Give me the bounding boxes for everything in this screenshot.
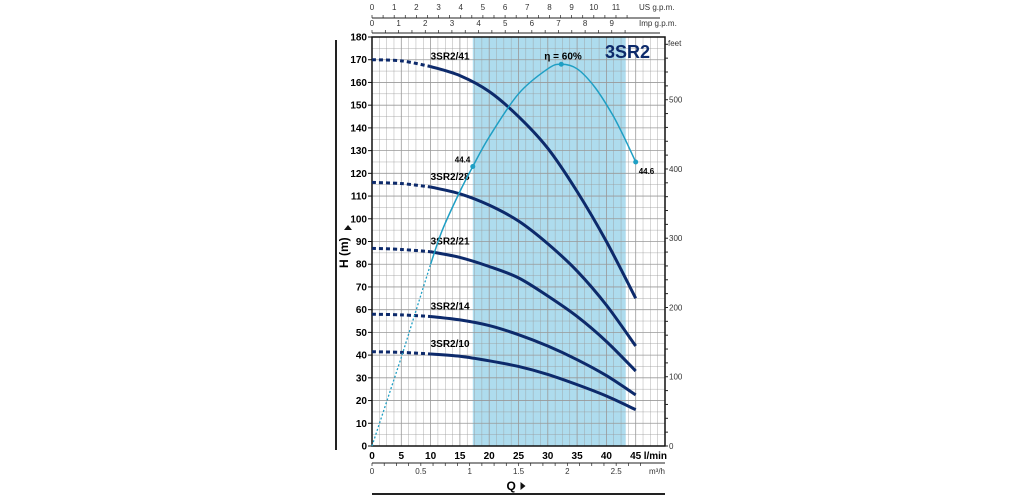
y-tick-label: 120: [350, 169, 367, 180]
y-tick-label: 40: [356, 351, 368, 362]
pump-curve-dashed: [371, 350, 431, 356]
arrow-up-icon: [344, 225, 352, 230]
feet-tick-label: 100: [669, 373, 683, 382]
y-tick-label: 80: [356, 260, 368, 271]
m3h-tick-label: 1: [467, 467, 472, 476]
efficiency-marker: [633, 159, 639, 165]
y-tick-label: 170: [350, 55, 367, 66]
feet-unit-label: feet: [668, 39, 682, 48]
m3h-unit-label: m³/h: [649, 467, 665, 476]
pump-curve-dashed: [371, 180, 431, 189]
efficiency-marker-label: 44.4: [455, 156, 471, 165]
imp-gpm-tick-label: 6: [530, 19, 535, 28]
x-tick-label: 40: [601, 451, 613, 462]
us-gpm-tick-label: 8: [547, 3, 552, 12]
m3h-tick-label: 1.5: [513, 467, 525, 476]
us-gpm-tick-label: 5: [481, 3, 486, 12]
pump-curve: [430, 185, 637, 347]
pump-curve-dashed: [371, 312, 431, 318]
imp-gpm-tick-label: 5: [503, 19, 508, 28]
y-tick-label: 100: [350, 214, 367, 225]
y-tick-label: 70: [356, 282, 368, 293]
y-axis-label: H (m): [337, 237, 351, 268]
efficiency-marker: [470, 164, 476, 170]
us-gpm-tick-label: 0: [370, 3, 375, 12]
us-gpm-tick-label: 7: [525, 3, 530, 12]
imp-gpm-tick-label: 3: [450, 19, 455, 28]
m3h-tick-label: 0.5: [415, 467, 427, 476]
m3h-tick-label: 2.5: [611, 467, 623, 476]
chart-title: 3SR2: [605, 42, 650, 62]
x-tick-label: 25: [513, 451, 525, 462]
y-tick-label: 110: [351, 192, 368, 203]
efficiency-label: η = 60%: [544, 51, 582, 62]
imp-gpm-tick-label: 8: [583, 19, 588, 28]
series-label: 3SR2/41: [431, 52, 470, 63]
imp-gpm-tick-label: 0: [370, 19, 375, 28]
y-tick-label: 50: [356, 328, 368, 339]
imp-gpm-tick-label: 4: [476, 19, 481, 28]
x-tick-label: 10: [425, 451, 437, 462]
pump-curve-dashed: [371, 58, 431, 69]
pump-curve: [430, 250, 637, 373]
us-gpm-tick-label: 6: [503, 3, 508, 12]
us-gpm-tick-label: 10: [589, 3, 598, 12]
feet-tick-label: 0: [669, 442, 674, 451]
efficiency-marker-label: 44.6: [639, 167, 655, 176]
efficiency-curve-dotted: [371, 264, 432, 447]
series-label: 3SR2/21: [431, 237, 470, 248]
y-tick-label: 0: [361, 442, 367, 453]
series-label: 3SR2/28: [431, 172, 470, 183]
imp-gpm-tick-label: 7: [556, 19, 561, 28]
feet-tick-label: 400: [669, 165, 683, 174]
x-tick-label: 0: [369, 451, 375, 462]
y-tick-label: 60: [356, 305, 368, 316]
efficiency-curve: [429, 63, 637, 265]
us-gpm-tick-label: 9: [569, 3, 574, 12]
us-gpm-tick-label: 4: [458, 3, 463, 12]
us-gpm-unit-label: US g.p.m.: [639, 3, 675, 12]
us-gpm-tick-label: 11: [612, 3, 621, 12]
us-gpm-tick-label: 3: [436, 3, 441, 12]
y-tick-label: 10: [356, 419, 368, 430]
imp-gpm-unit-label: Imp g.p.m.: [639, 19, 677, 28]
y-tick-label: 160: [350, 78, 367, 89]
feet-tick-label: 200: [669, 303, 683, 312]
series-label: 3SR2/14: [431, 301, 470, 312]
pump-curve: [430, 314, 637, 397]
y-tick-label: 180: [350, 33, 367, 44]
y-tick-label: 30: [356, 373, 368, 384]
x-tick-label: 20: [484, 451, 496, 462]
imp-gpm-tick-label: 9: [610, 19, 615, 28]
imp-gpm-tick-label: 1: [396, 19, 401, 28]
y-tick-label: 90: [356, 237, 368, 248]
feet-tick-label: 500: [669, 96, 683, 105]
m3h-tick-label: 0: [370, 467, 375, 476]
pump-curve: [430, 352, 637, 412]
y-tick-label: 150: [350, 101, 367, 112]
imp-gpm-tick-label: 2: [423, 19, 428, 28]
y-tick-label: 130: [350, 146, 367, 157]
us-gpm-tick-label: 1: [392, 3, 397, 12]
x-tick-label: 15: [454, 451, 466, 462]
series-label: 3SR2/10: [431, 339, 470, 350]
feet-tick-label: 300: [669, 234, 683, 243]
x-unit-label: l/min: [644, 451, 667, 462]
x-axis-label: Q: [507, 479, 516, 493]
arrow-right-icon: [520, 482, 526, 490]
x-tick-label: 35: [572, 451, 584, 462]
pump-curve: [430, 65, 638, 299]
x-tick-label: 30: [542, 451, 554, 462]
y-tick-label: 20: [356, 396, 368, 407]
efficiency-marker: [558, 61, 564, 67]
pump-curve-dashed: [371, 246, 431, 254]
y-tick-label: 140: [350, 123, 367, 134]
x-tick-label: 5: [399, 451, 405, 462]
x-tick-label: 45: [630, 451, 642, 462]
us-gpm-tick-label: 2: [414, 3, 419, 12]
m3h-tick-label: 2: [565, 467, 570, 476]
